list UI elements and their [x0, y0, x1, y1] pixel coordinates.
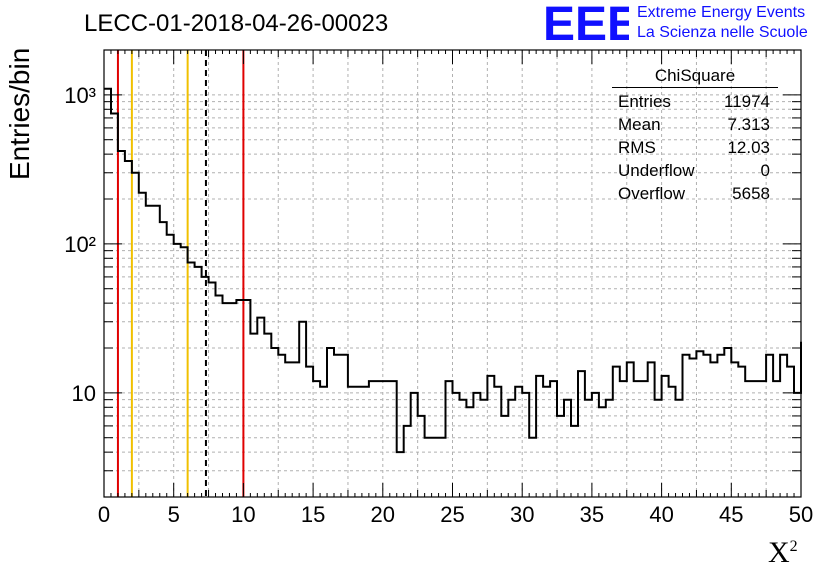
- axis-ticks: [103, 49, 802, 498]
- y-axis-label: Entries/bin: [4, 47, 35, 180]
- reference-lines: [116, 50, 245, 497]
- svg-text:EEE: EEE: [543, 0, 629, 46]
- x-axis-label: X2: [768, 536, 798, 569]
- chart-title: LECC-01-2018-04-26-00023: [84, 10, 389, 37]
- stats-row-mean: Mean 7.313: [618, 115, 770, 134]
- x-tick-label: 0: [98, 502, 110, 527]
- x-tick-label: 15: [301, 502, 325, 527]
- stats-row-overflow: Overflow 5658: [618, 184, 770, 203]
- x-tick-label: 30: [510, 502, 534, 527]
- x-tick-labels: 0 5 10 15 20 25 30 35 40 45 50: [98, 502, 813, 527]
- eee-logo: EEE: [543, 0, 629, 46]
- x-tick-label: 5: [168, 502, 180, 527]
- y-tick-labels: 10 10² 10³: [64, 83, 96, 406]
- stats-row-underflow: Underflow 0: [618, 161, 770, 180]
- x-tick-label: 45: [719, 502, 743, 527]
- y-tick-label: 10²: [64, 232, 96, 257]
- y-tick-label: 10: [72, 381, 96, 406]
- x-tick-label: 40: [649, 502, 673, 527]
- x-tick-label: 50: [789, 502, 813, 527]
- x-tick-label: 35: [580, 502, 604, 527]
- stats-title: ChiSquare: [612, 66, 778, 88]
- x-tick-label: 25: [440, 502, 464, 527]
- logo-text-line2: La Scienza nelle Scuole: [637, 24, 808, 41]
- logo-text-line1: Extreme Energy Events: [637, 4, 806, 21]
- stats-row-entries: Entries 11974: [618, 92, 770, 111]
- grid-lines: [104, 49, 801, 498]
- histogram-series: [104, 87, 802, 454]
- x-tick-label: 10: [231, 502, 255, 527]
- stats-box: ChiSquare Entries 11974 Mean 7.313 RMS 12.0…: [612, 66, 778, 205]
- y-tick-label: 10³: [64, 83, 96, 108]
- stats-row-rms: RMS 12.03: [618, 138, 770, 157]
- x-tick-label: 20: [371, 502, 395, 527]
